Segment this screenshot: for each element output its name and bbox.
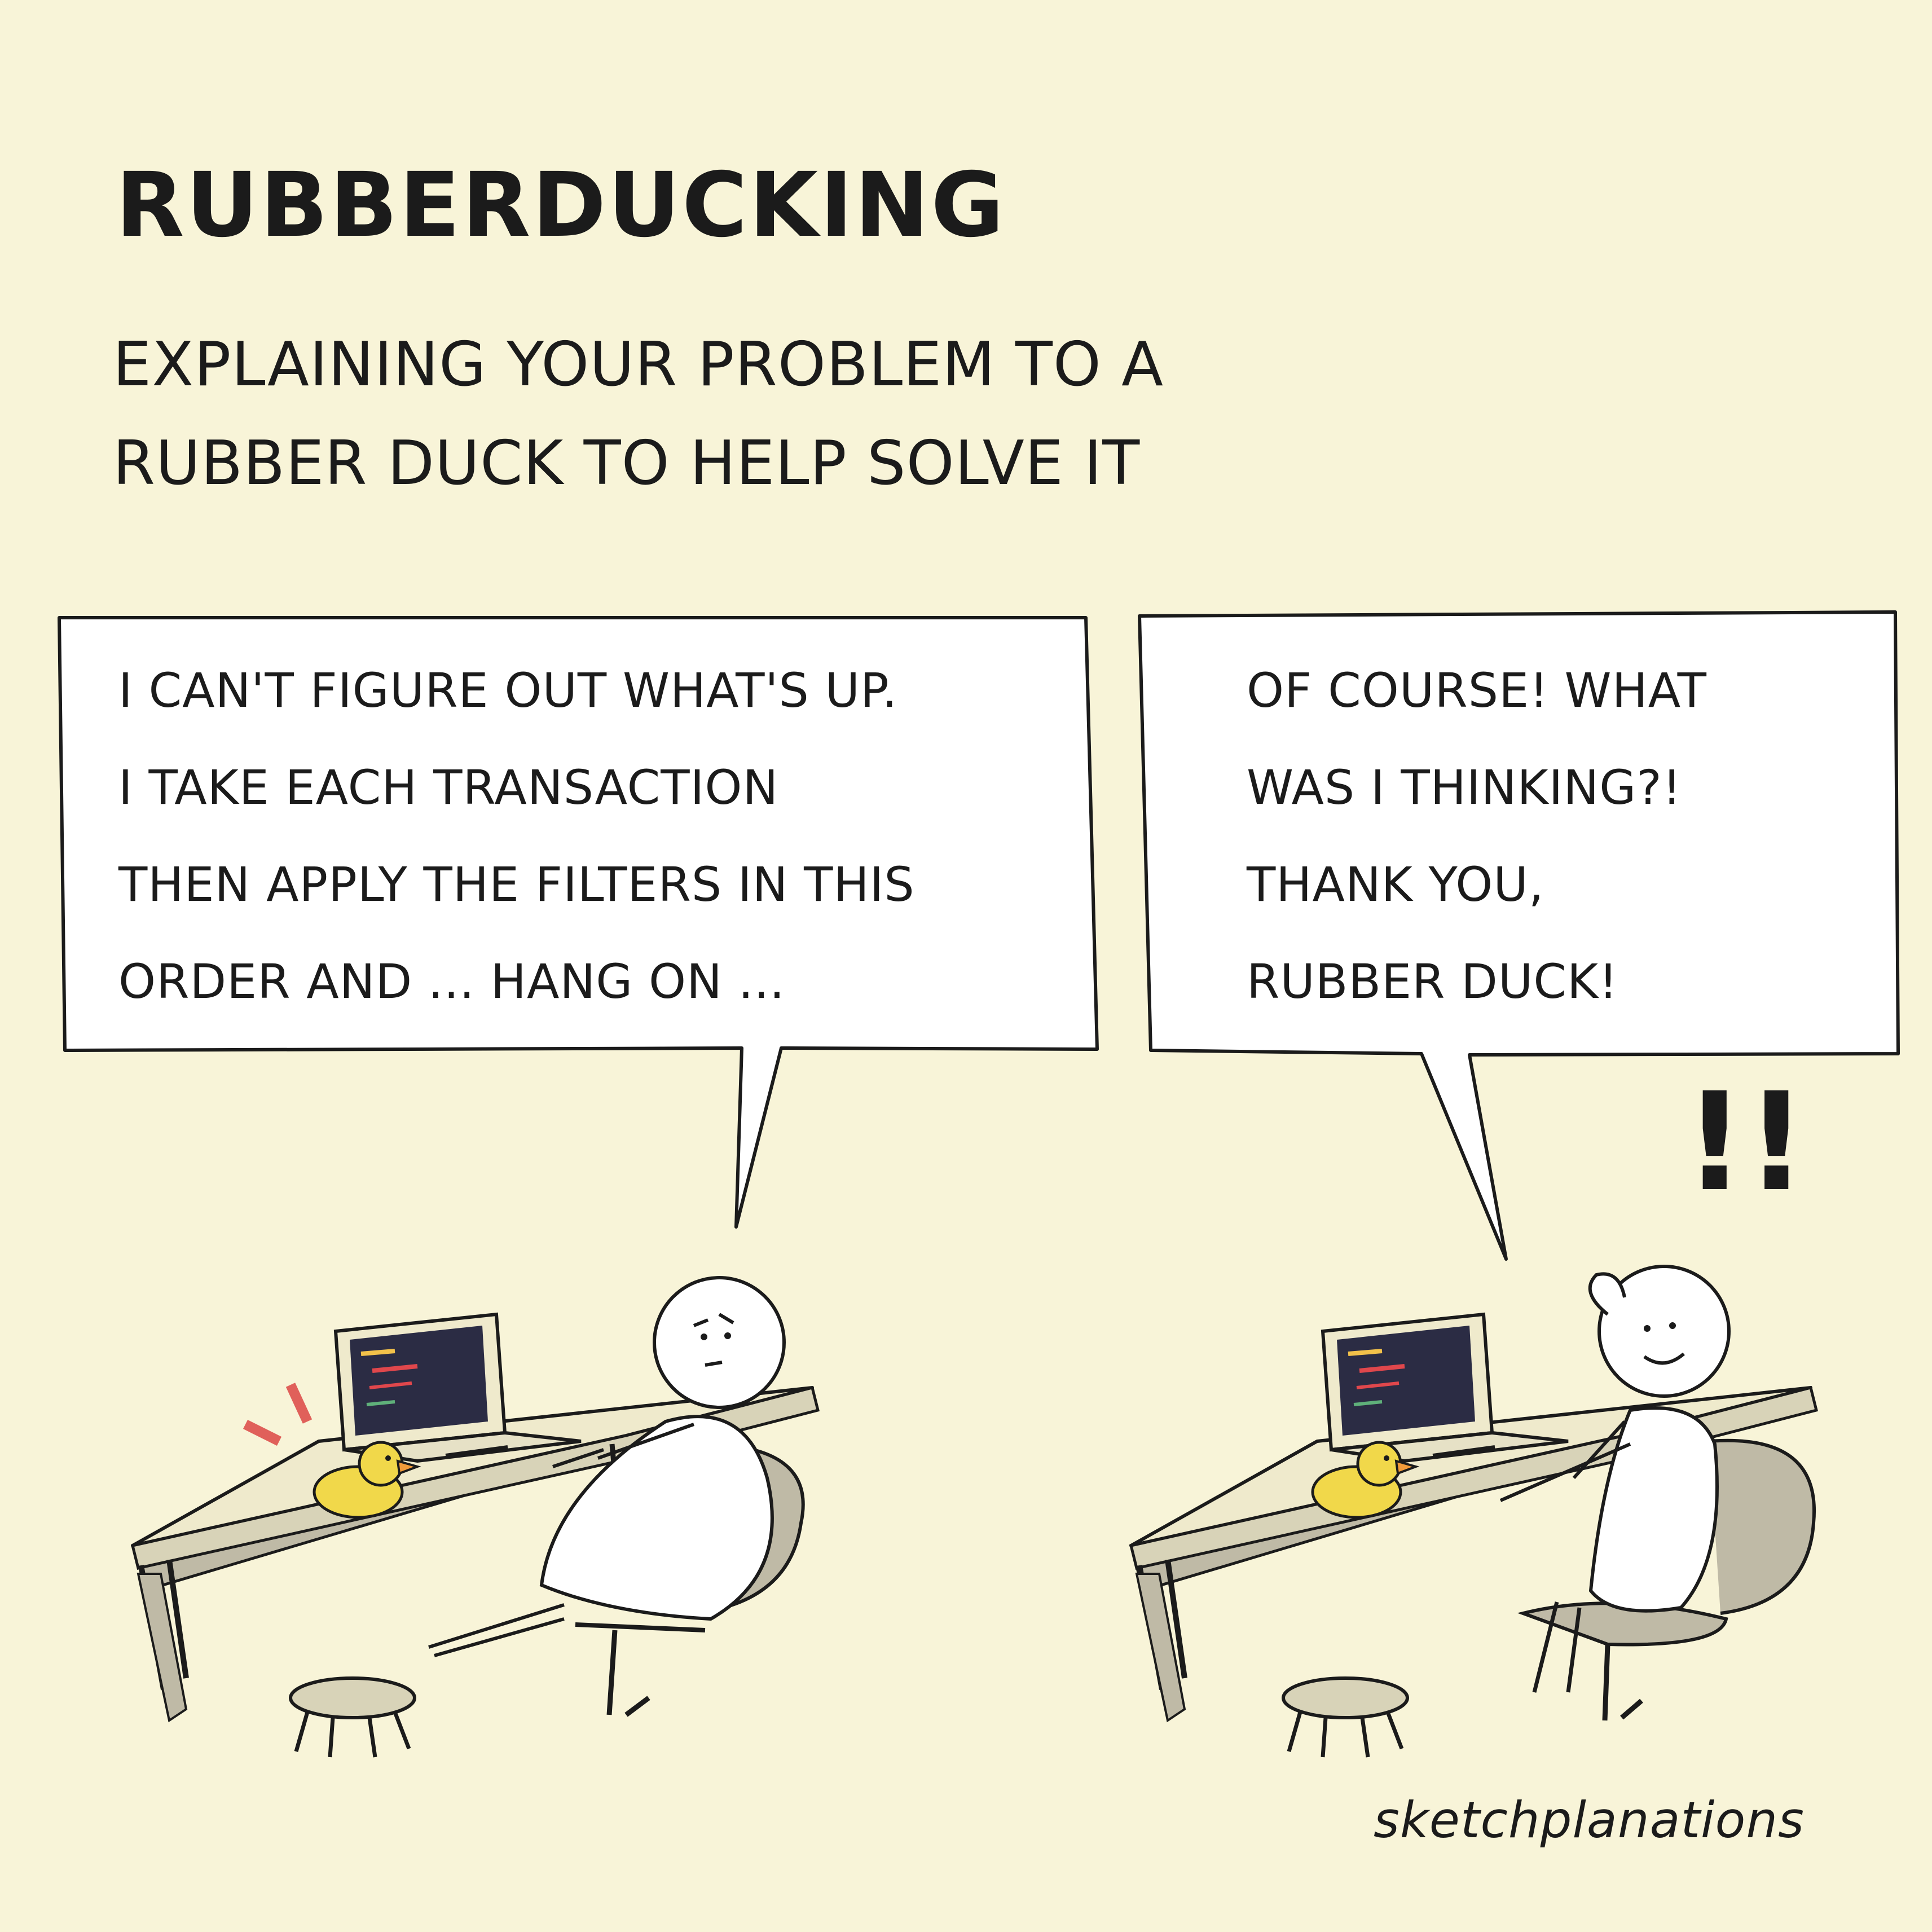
- page-title: RUBBERDUCKING: [116, 153, 1006, 257]
- subtitle-line-1: EXPLAINING YOUR PROBLEM TO A: [113, 329, 1164, 400]
- speech-bubble-left-text: I CAN'T FIGURE OUT WHAT'S UP. I TAKE EAC…: [118, 642, 915, 1030]
- speech-right-line-1: OF COURSE! WHAT: [1247, 663, 1707, 718]
- subtitle-line-2: RUBBER DUCK TO HELP SOLVE IT: [113, 428, 1141, 499]
- signature: sketchplanations: [1374, 1791, 1805, 1849]
- right-scene: [1129, 1265, 1819, 1758]
- speech-right-line-3: THANK YOU,: [1247, 857, 1544, 912]
- speech-bubble-right-text: OF COURSE! WHAT WAS I THINKING?! THANK Y…: [1247, 642, 1707, 1030]
- left-scene: [130, 1276, 820, 1758]
- speech-bubble-left: [58, 616, 1099, 1229]
- page-subtitle: EXPLAINING YOUR PROBLEM TO A RUBBER DUCK…: [113, 316, 1164, 513]
- speech-left-line-1: I CAN'T FIGURE OUT WHAT'S UP.: [118, 663, 898, 718]
- speech-bubble-right: [1138, 610, 1900, 1261]
- speech-left-line-2: I TAKE EACH TRANSACTION: [118, 760, 779, 815]
- speech-left-line-4: ORDER AND ... HANG ON ...: [118, 954, 785, 1009]
- speech-right-line-2: WAS I THINKING?!: [1247, 760, 1682, 815]
- speech-left-line-3: THEN APPLY THE FILTERS IN THIS: [118, 857, 915, 912]
- speech-right-line-4: RUBBER DUCK!: [1247, 954, 1618, 1009]
- exclamation-mark: !!: [1684, 1063, 1807, 1221]
